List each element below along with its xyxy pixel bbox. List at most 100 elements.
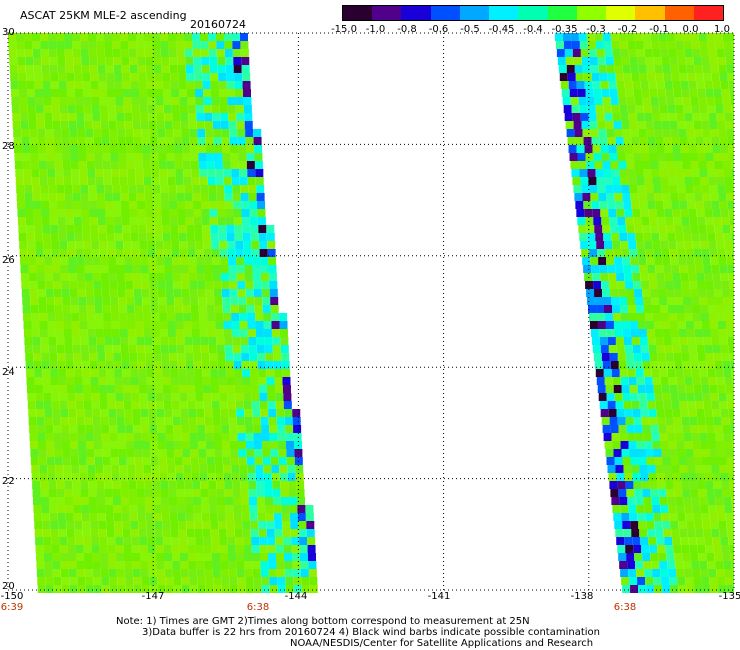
swath-cell (198, 449, 207, 457)
swath-cell (687, 337, 696, 345)
swath-cell (559, 73, 568, 81)
swath-cell (118, 145, 127, 153)
swath-cell (38, 153, 47, 161)
swath-cell (104, 49, 113, 57)
swath-cell (715, 41, 724, 49)
swath-cell (138, 73, 147, 81)
swath-cell (94, 161, 103, 169)
swath-cell (620, 113, 629, 121)
swath-cell (145, 513, 154, 521)
swath-cell (227, 545, 236, 553)
swath-cell (683, 561, 692, 569)
swath-cell (667, 561, 676, 569)
swath-cell (131, 97, 140, 105)
swath-cell (668, 441, 677, 449)
swath-cell (160, 41, 169, 49)
swath-cell (35, 545, 44, 553)
swath-cell (672, 145, 681, 153)
swath-cell (244, 569, 253, 577)
swath-cell (257, 513, 266, 521)
swath-cell (644, 49, 653, 57)
swath-cell (53, 281, 62, 289)
swath-cell (114, 81, 123, 89)
swath-cell (75, 537, 84, 545)
swath-cell (58, 521, 67, 529)
swath-cell (245, 129, 254, 137)
swath-cell (664, 81, 673, 89)
swath-cell (25, 361, 34, 369)
swath-cell (138, 233, 147, 241)
swath-cell (145, 353, 154, 361)
swath-cell (192, 497, 201, 505)
swath-cell (666, 225, 675, 233)
swath-cell (674, 361, 683, 369)
swath-cell (678, 65, 687, 73)
swath-cell (159, 321, 168, 329)
swath-cell (162, 73, 171, 81)
swath-cell (228, 417, 237, 425)
swath-cell (659, 433, 668, 441)
swath-cell (123, 241, 132, 249)
swath-cell (589, 185, 598, 193)
swath-cell (210, 73, 219, 81)
swath-cell (218, 225, 227, 233)
swath-cell (190, 305, 199, 313)
swath-cell (259, 249, 268, 257)
swath-cell (65, 361, 74, 369)
swath-cell (41, 361, 50, 369)
swath-cell (613, 449, 622, 457)
swath-cell (175, 473, 184, 481)
swath-cell (698, 489, 707, 497)
swath-cell (703, 337, 712, 345)
swath-cell (201, 505, 210, 513)
swath-cell (151, 465, 160, 473)
swath-cell (643, 233, 652, 241)
swath-cell (220, 569, 229, 577)
swath-cell (42, 521, 51, 529)
swath-cell (234, 233, 243, 241)
swath-cell (135, 329, 144, 337)
swath-cell (641, 545, 650, 553)
swath-cell (269, 289, 278, 297)
color-scale-label: 1.0 (714, 24, 730, 35)
swath-cell (43, 537, 52, 545)
swath-cell (633, 217, 642, 225)
swath-cell (726, 329, 734, 337)
swath-cell (152, 497, 161, 505)
swath-cell (720, 81, 729, 89)
swath-cell (705, 89, 714, 97)
swath-cell (638, 65, 647, 73)
swath-cell (33, 361, 42, 369)
swath-cell (653, 513, 662, 521)
swath-cell (103, 177, 112, 185)
swath-cell (698, 161, 707, 169)
swath-cell (627, 105, 636, 113)
swath-cell (38, 297, 47, 305)
swath-cell (667, 105, 676, 113)
swath-cell (169, 513, 178, 521)
swath-cell (93, 425, 102, 433)
swath-cell (219, 545, 228, 553)
swath-cell (126, 145, 135, 153)
swath-cell (644, 505, 653, 513)
swath-cell (210, 529, 219, 537)
swath-cell (655, 529, 664, 537)
swath-cell (588, 177, 597, 185)
swath-cell (165, 281, 174, 289)
swath-cell (256, 481, 265, 489)
swath-cell (154, 385, 163, 393)
swath-cell (156, 553, 165, 561)
swath-cell (32, 337, 41, 345)
swath-cell (660, 313, 669, 321)
swath-cell (630, 65, 639, 73)
swath-cell (208, 337, 217, 345)
swath-cell (72, 481, 81, 489)
swath-cell (218, 385, 227, 393)
swath-cell (723, 497, 732, 505)
swath-cell (274, 369, 283, 377)
swath-cell (224, 33, 232, 41)
swath-cell (655, 401, 664, 409)
swath-cell (157, 129, 166, 137)
swath-cell (614, 129, 623, 137)
swath-cell (166, 153, 175, 161)
